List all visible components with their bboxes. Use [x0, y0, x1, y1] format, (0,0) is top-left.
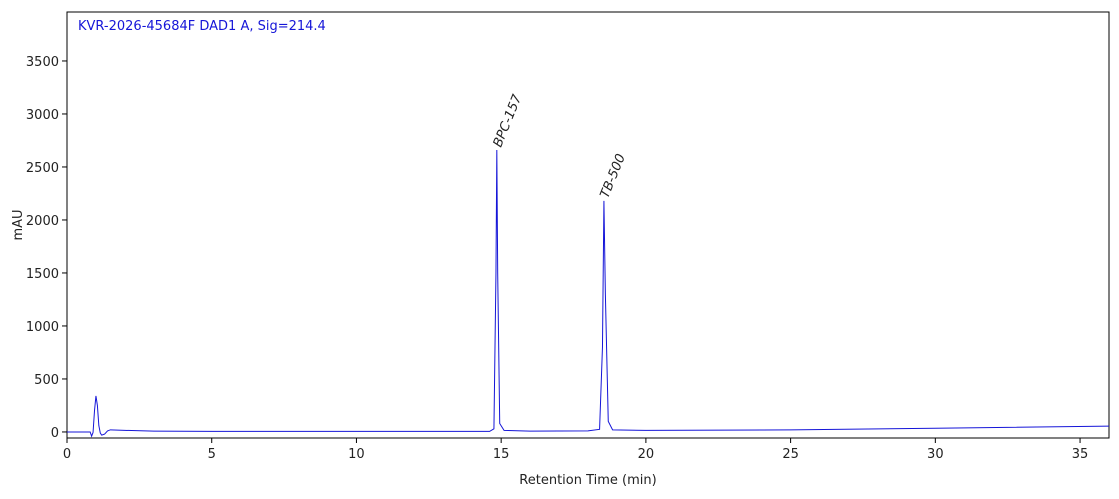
- x-tick-label: 10: [348, 447, 365, 462]
- y-tick-label: 0: [51, 426, 59, 441]
- peak-label: BPC-157: [491, 92, 526, 150]
- x-tick-label: 35: [1072, 447, 1089, 462]
- x-tick-label: 15: [493, 447, 510, 462]
- y-tick-label: 1500: [26, 267, 59, 282]
- y-tick-label: 2000: [26, 214, 59, 229]
- x-axis-label: Retention Time (min): [519, 473, 656, 488]
- plot-frame: [66, 11, 1110, 439]
- y-tick-label: 3000: [26, 108, 59, 123]
- x-tick-label: 25: [782, 447, 799, 462]
- x-tick-label: 5: [208, 447, 216, 462]
- peak-label: TB-500: [598, 152, 629, 200]
- y-tick-label: 1000: [26, 320, 59, 335]
- chart-title: KVR-2026-45684F DAD1 A, Sig=214.4: [78, 19, 326, 34]
- signal-line: [67, 150, 1110, 438]
- y-tick-label: 3500: [26, 55, 59, 70]
- x-tick-label: 30: [927, 447, 944, 462]
- y-tick-label: 500: [34, 373, 59, 388]
- y-tick-label: 2500: [26, 161, 59, 176]
- x-tick-label: 0: [63, 447, 71, 462]
- x-tick-label: 20: [638, 447, 655, 462]
- y-axis-label: mAU: [11, 209, 26, 240]
